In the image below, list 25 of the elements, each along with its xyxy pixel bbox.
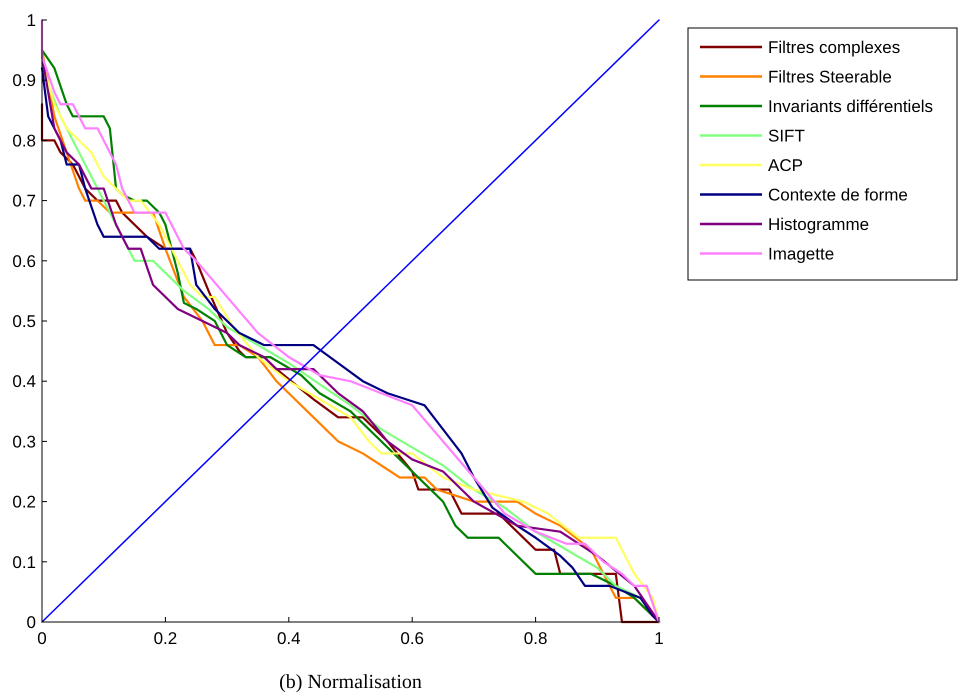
legend-label: Histogramme (768, 215, 870, 234)
legend-label: Contexte de forme (768, 186, 908, 204)
y-tick-label: 0.3 (12, 432, 36, 452)
legend-label: Imagette (768, 244, 834, 264)
y-tick-label: 1 (26, 11, 36, 30)
text: (b) Normalisation (279, 671, 422, 693)
legend-label: ACP (768, 156, 803, 175)
legend-label: SIFT (768, 126, 805, 146)
y-tick-label: 0.5 (12, 312, 36, 331)
legend-label: Filtres Steerable (768, 68, 892, 86)
legend-label: Filtres complexes (768, 38, 900, 57)
y-tick-label: 0.2 (12, 492, 36, 512)
x-tick-label: 0.2 (154, 629, 178, 648)
x-tick-label: 0.4 (276, 629, 301, 648)
y-tick-label: 0.8 (12, 131, 36, 150)
legend-label: Invariants différentiels (768, 97, 934, 116)
y-tick-label: 0 (26, 613, 36, 632)
y-tick-label: 0.6 (12, 252, 36, 271)
y-tick-label: 0.1 (12, 552, 36, 572)
y-tick-label: 0.9 (12, 71, 36, 90)
x-tick-label: 0.6 (400, 629, 424, 648)
x-tick-label: 1 (654, 629, 664, 648)
y-tick-label: 0.4 (12, 372, 36, 392)
x-tick-label: 0.8 (524, 629, 548, 648)
y-tick-label: 0.7 (12, 192, 36, 211)
